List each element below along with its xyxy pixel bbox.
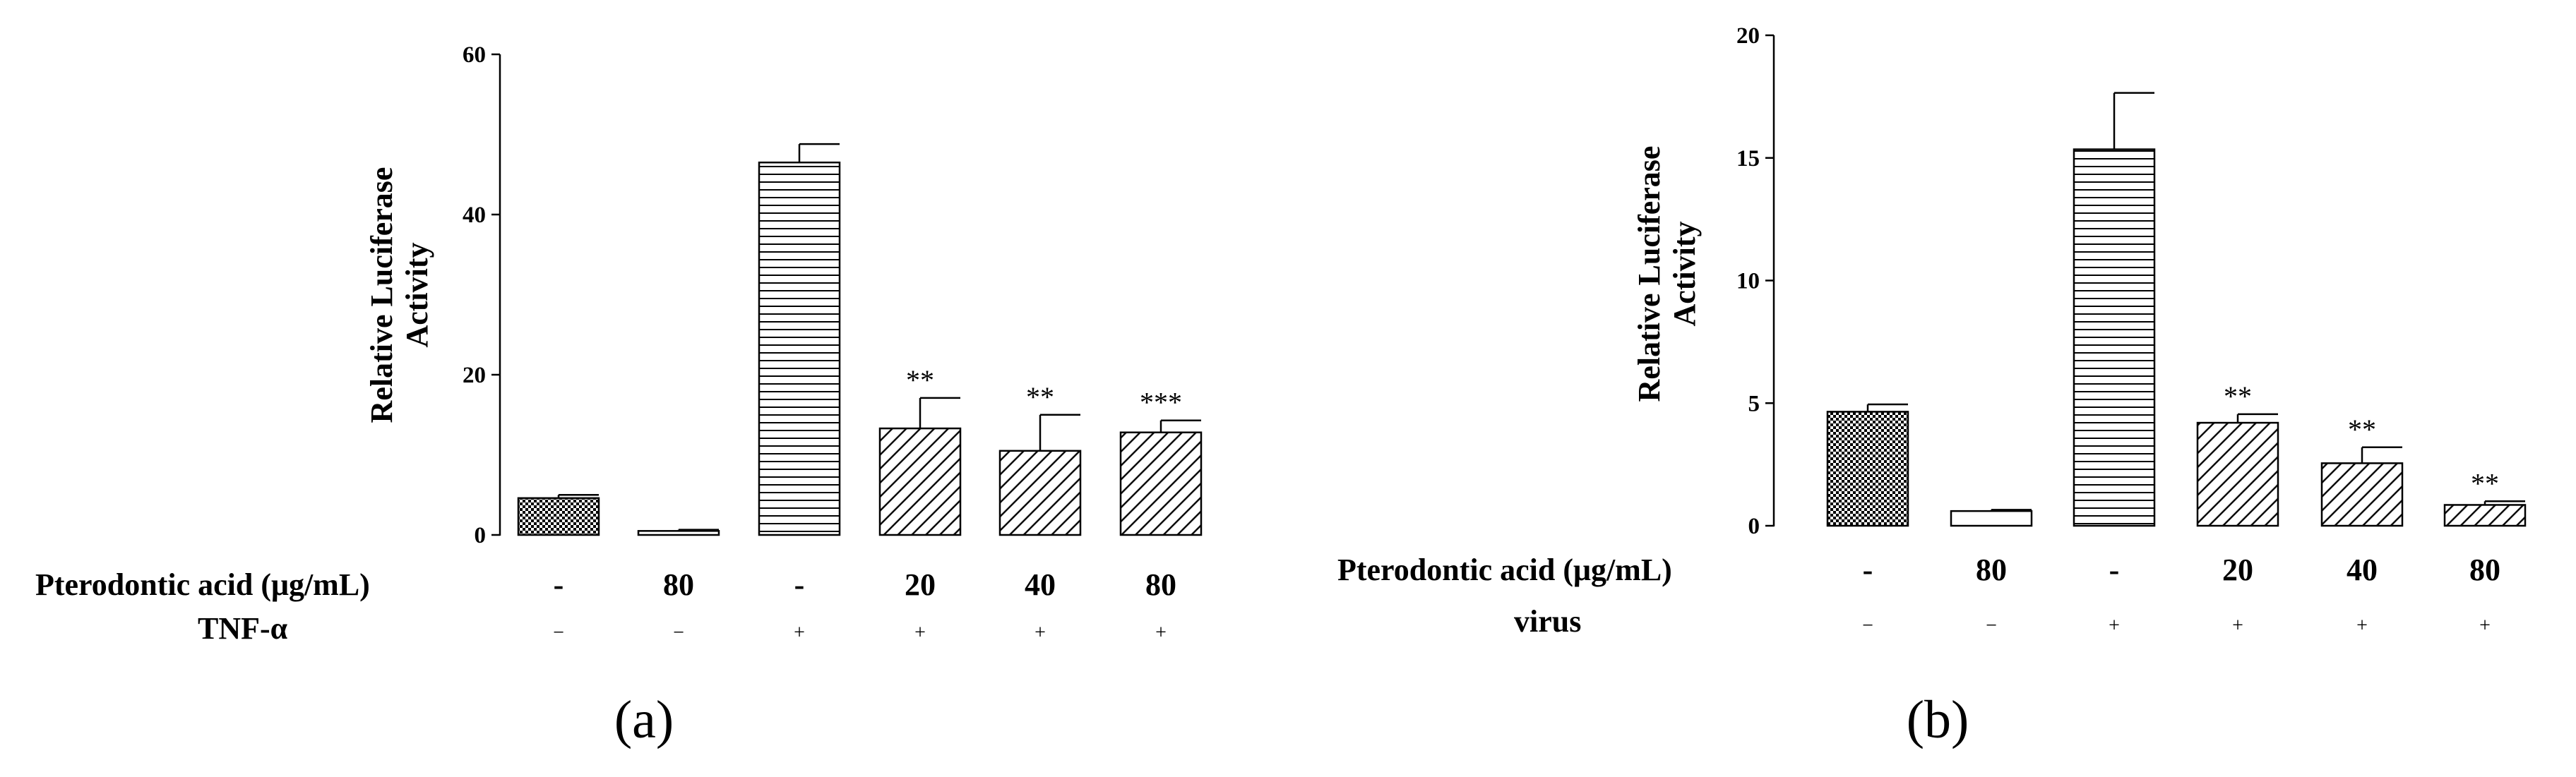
row1-value: 40 xyxy=(2347,553,2378,587)
y-tick-label: 60 xyxy=(463,42,486,68)
row1-value: 80 xyxy=(1145,567,1176,602)
bar xyxy=(998,450,1082,536)
y-axis-label-line: Relative Luciferase xyxy=(364,167,399,423)
chart-panel-b: 0 5 10 15 20 Relative Luciferase Activity ** ** *… xyxy=(1288,0,2576,773)
y-tick-label: 0 xyxy=(475,523,487,548)
row1-label: Pterodontic acid (μg/mL) xyxy=(35,567,370,602)
y-axis-label: Relative Luciferase Activity xyxy=(1632,146,1702,402)
y-tick-label: 5 xyxy=(1748,391,1760,416)
row1-value: - xyxy=(2109,553,2120,587)
bar xyxy=(878,427,962,536)
row2-value: + xyxy=(794,622,805,644)
row1-value: 80 xyxy=(1976,553,2007,587)
bar xyxy=(2073,148,2156,527)
y-tick-label: 20 xyxy=(1736,23,1760,49)
row1-value: - xyxy=(1863,553,1873,587)
row1-value: 80 xyxy=(663,567,694,602)
significance-label: ** xyxy=(1026,381,1054,413)
row2-value: − xyxy=(553,622,564,644)
row1-value: - xyxy=(554,567,564,602)
row2-value: + xyxy=(1034,622,1046,644)
chart-panel-a: 0 20 40 60 Relative Luciferase Activity ** ** **… xyxy=(0,0,1288,773)
row2-value: + xyxy=(1155,622,1167,644)
bar xyxy=(637,530,720,536)
significance-label: ** xyxy=(2224,380,2252,412)
bar xyxy=(758,161,841,536)
y-axis-label-line: Activity xyxy=(1667,221,1702,326)
row2-value: + xyxy=(914,622,926,644)
bar xyxy=(2443,504,2527,527)
significance-label: ** xyxy=(906,364,934,396)
panel-label: (b) xyxy=(1907,690,1969,749)
significance-label: *** xyxy=(1140,387,1182,418)
row1-value: 20 xyxy=(905,567,936,602)
y-tick-label: 15 xyxy=(1736,146,1760,171)
row1-value: 40 xyxy=(1025,567,1056,602)
bar xyxy=(2320,462,2404,527)
bar-chart-b: 0 5 10 15 20 Relative Luciferase Activity ** ** *… xyxy=(1337,23,2527,749)
bar xyxy=(517,497,600,536)
row1-value: - xyxy=(794,567,805,602)
y-axis-label-line: Relative Luciferase xyxy=(1632,146,1666,402)
bar xyxy=(1950,510,2033,527)
panel-label: (a) xyxy=(614,690,674,749)
y-tick-label: 10 xyxy=(1736,269,1760,294)
row1-label: Pterodontic acid (μg/mL) xyxy=(1337,553,1672,587)
row2-value: − xyxy=(1986,615,1997,637)
significance-label: ** xyxy=(2471,467,2499,499)
significance-label: ** xyxy=(2348,414,2376,445)
bar xyxy=(1826,411,1909,527)
y-axis-label: Relative Luciferase Activity xyxy=(364,167,434,423)
row2-value: + xyxy=(2232,615,2243,637)
bar xyxy=(2196,421,2279,527)
row2-label: TNF-α xyxy=(198,611,288,646)
row2-value: − xyxy=(1862,615,1873,637)
row2-label: virus xyxy=(1514,604,1581,639)
row2-value: + xyxy=(2479,615,2491,637)
row1-value: 20 xyxy=(2222,553,2253,587)
row2-value: − xyxy=(673,622,684,644)
y-tick-label: 20 xyxy=(463,363,486,388)
row2-value: + xyxy=(2109,615,2120,637)
row2-value: + xyxy=(2356,615,2368,637)
y-axis-label-line: Activity xyxy=(400,242,434,347)
y-tick-label: 40 xyxy=(463,203,486,228)
y-tick-label: 0 xyxy=(1748,514,1760,539)
row1-value: 80 xyxy=(2469,553,2500,587)
bar xyxy=(1119,431,1203,536)
